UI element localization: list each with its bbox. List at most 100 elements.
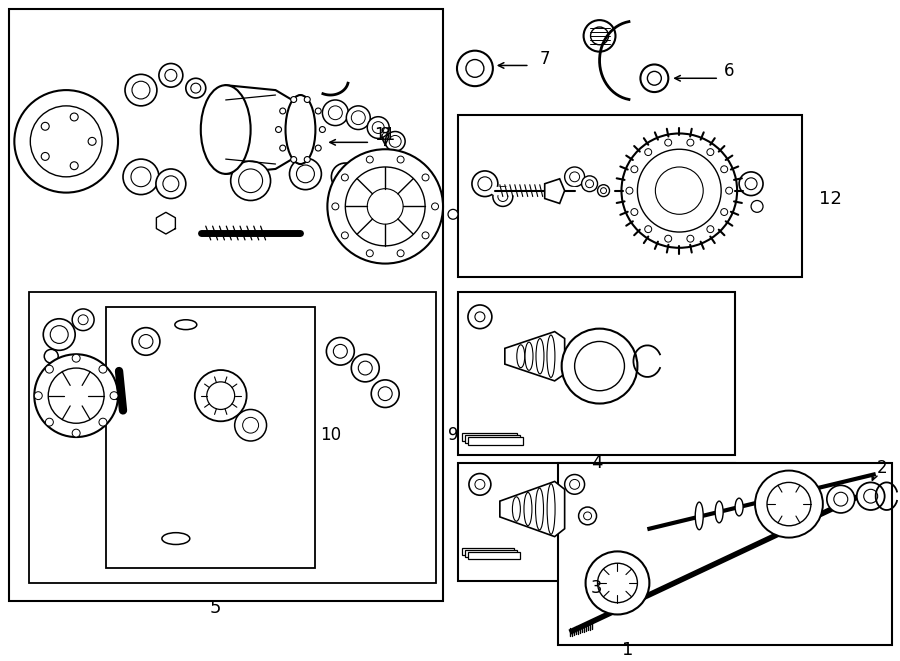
Text: 8: 8: [380, 126, 391, 145]
Circle shape: [570, 172, 580, 182]
Circle shape: [291, 97, 297, 102]
Circle shape: [448, 210, 458, 219]
Circle shape: [721, 209, 728, 215]
Circle shape: [238, 169, 263, 192]
Circle shape: [351, 354, 379, 382]
Circle shape: [687, 139, 694, 146]
Circle shape: [45, 418, 53, 426]
Circle shape: [475, 479, 485, 489]
Circle shape: [296, 165, 314, 182]
Polygon shape: [544, 179, 564, 204]
Circle shape: [159, 63, 183, 87]
Text: 10: 10: [320, 426, 341, 444]
Bar: [468, 437, 523, 445]
Circle shape: [156, 169, 185, 198]
Bar: [558, 463, 892, 645]
Circle shape: [194, 370, 247, 421]
Circle shape: [99, 366, 107, 373]
Bar: [462, 549, 514, 555]
Bar: [9, 9, 443, 601]
Ellipse shape: [695, 502, 703, 529]
Circle shape: [351, 111, 365, 124]
Circle shape: [191, 83, 201, 93]
Ellipse shape: [536, 338, 544, 374]
Circle shape: [304, 97, 310, 102]
Circle shape: [99, 418, 107, 426]
Circle shape: [864, 489, 878, 503]
Circle shape: [378, 387, 392, 401]
Circle shape: [739, 172, 763, 196]
Circle shape: [123, 159, 159, 194]
Circle shape: [275, 126, 282, 132]
Circle shape: [31, 106, 102, 177]
Circle shape: [622, 134, 737, 248]
Circle shape: [327, 338, 355, 365]
Circle shape: [373, 122, 384, 134]
Circle shape: [498, 192, 508, 202]
Circle shape: [72, 309, 94, 330]
Circle shape: [165, 69, 176, 81]
Circle shape: [833, 492, 848, 506]
Bar: [106, 307, 315, 568]
Bar: [458, 463, 735, 581]
Text: 2: 2: [877, 459, 887, 477]
Circle shape: [857, 483, 885, 510]
Ellipse shape: [175, 320, 197, 330]
Bar: [465, 435, 520, 443]
Circle shape: [564, 167, 585, 186]
Circle shape: [331, 163, 359, 190]
Circle shape: [665, 139, 671, 146]
Circle shape: [644, 225, 652, 233]
Circle shape: [346, 106, 370, 130]
Circle shape: [341, 232, 348, 239]
Text: 5: 5: [210, 599, 221, 617]
Circle shape: [125, 74, 157, 106]
Circle shape: [207, 382, 235, 409]
Circle shape: [78, 315, 88, 325]
Text: 7: 7: [540, 50, 550, 67]
Text: 6: 6: [724, 62, 734, 81]
Circle shape: [132, 81, 150, 99]
Circle shape: [50, 326, 68, 344]
Circle shape: [34, 392, 42, 400]
Circle shape: [44, 349, 58, 363]
Circle shape: [397, 156, 404, 163]
Ellipse shape: [716, 501, 724, 523]
Circle shape: [139, 334, 153, 348]
Circle shape: [655, 167, 703, 214]
Circle shape: [598, 184, 609, 196]
Circle shape: [626, 187, 633, 194]
Ellipse shape: [201, 85, 250, 174]
Text: 3: 3: [590, 579, 602, 597]
Circle shape: [397, 250, 404, 256]
Circle shape: [570, 479, 580, 489]
Circle shape: [320, 126, 326, 132]
Circle shape: [574, 342, 625, 391]
Circle shape: [469, 473, 491, 495]
Circle shape: [338, 169, 354, 184]
Circle shape: [725, 187, 733, 194]
Ellipse shape: [547, 484, 555, 534]
Circle shape: [333, 344, 347, 358]
Circle shape: [235, 409, 266, 441]
Circle shape: [827, 485, 855, 513]
Text: 11: 11: [374, 126, 396, 145]
Circle shape: [579, 507, 597, 525]
Circle shape: [637, 149, 721, 232]
Circle shape: [70, 113, 78, 121]
Polygon shape: [500, 481, 564, 537]
Circle shape: [631, 209, 638, 215]
Circle shape: [389, 136, 401, 147]
Text: 1: 1: [622, 641, 633, 659]
Ellipse shape: [517, 345, 525, 368]
Circle shape: [432, 203, 438, 210]
Circle shape: [45, 366, 53, 373]
Bar: [458, 115, 802, 278]
Circle shape: [598, 563, 637, 603]
Bar: [30, 292, 436, 583]
Circle shape: [687, 235, 694, 242]
Circle shape: [72, 354, 80, 362]
Circle shape: [366, 250, 373, 256]
Circle shape: [586, 551, 650, 615]
Circle shape: [185, 78, 206, 98]
